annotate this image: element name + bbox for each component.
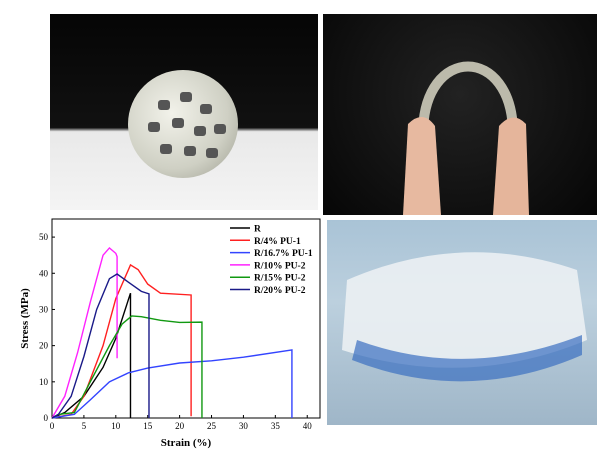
y-tick-label: 50 <box>39 232 49 242</box>
x-tick-label: 20 <box>175 421 185 431</box>
y-tick-label: 0 <box>44 413 49 423</box>
aligner <box>342 252 587 382</box>
stress-strain-chart: 0 5 10 15 20 25 30 35 40 0 10 20 30 40 50 Strain (%) Str… <box>19 218 321 449</box>
legend-label-5: R/20% PU-2 <box>254 286 306 296</box>
x-tick-label: 0 <box>50 421 55 431</box>
x-tick-label: 10 <box>111 421 121 431</box>
series-line-4 <box>51 315 203 419</box>
legend-label-0: R <box>254 225 261 235</box>
y-tick-label: 30 <box>39 304 49 314</box>
legend-label-2: R/16.7% PU-1 <box>254 249 313 259</box>
x-tick-label: 40 <box>303 421 313 431</box>
series-line-2 <box>51 349 293 419</box>
y-axis-label: Stress (MPa) <box>19 288 31 349</box>
x-tick-label: 15 <box>143 421 153 431</box>
x-tick-label: 30 <box>239 421 249 431</box>
series-line-0 <box>51 292 132 419</box>
series-line-3 <box>51 246 118 419</box>
photo-flexible-strip <box>323 14 597 215</box>
y-tick-label: 40 <box>39 268 49 278</box>
strip-and-fingers <box>403 61 529 215</box>
lattice-sphere <box>128 70 238 178</box>
series-line-5 <box>51 273 150 419</box>
series-line-1 <box>51 263 192 419</box>
y-tick-label: 10 <box>39 377 49 387</box>
legend-label-1: R/4% PU-1 <box>254 237 301 247</box>
y-tick-label: 20 <box>39 341 49 351</box>
photo-dental-aligner <box>327 220 597 425</box>
legend-label-3: R/10% PU-2 <box>254 261 306 271</box>
x-tick-label: 25 <box>207 421 217 431</box>
plot-frame <box>51 218 321 419</box>
x-tick-label: 35 <box>271 421 281 431</box>
x-tick-label: 5 <box>82 421 87 431</box>
photo-lattice-sphere <box>50 14 318 210</box>
legend-label-4: R/15% PU-2 <box>254 274 306 284</box>
x-axis-label: Strain (%) <box>161 437 212 449</box>
